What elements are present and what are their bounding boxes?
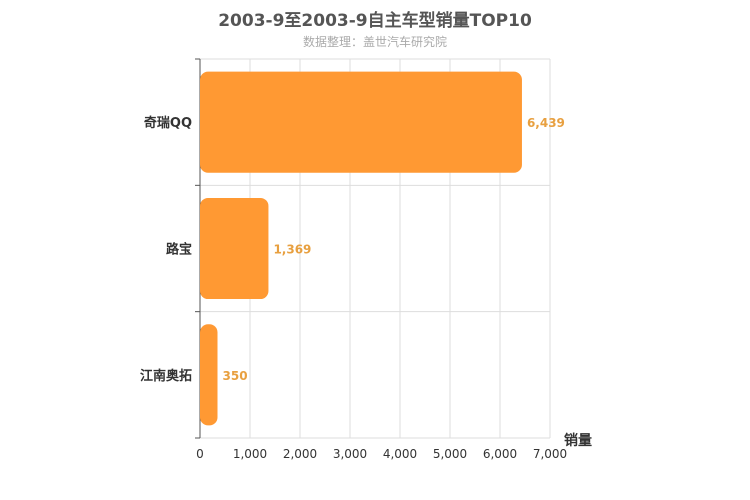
x-tick-label: 1,000 <box>233 447 267 461</box>
x-tick-label: 0 <box>196 447 204 461</box>
x-axis-label: 销量 <box>564 433 592 449</box>
category-label: 江南奥拓 <box>140 368 192 384</box>
chart-title: 2003-9至2003-9自主车型销量TOP10 <box>218 11 532 31</box>
bar <box>200 71 522 173</box>
x-tick-label: 4,000 <box>383 447 417 461</box>
bar <box>200 324 218 426</box>
value-label: 350 <box>223 369 248 383</box>
x-tick-label: 2,000 <box>283 447 317 461</box>
value-label: 6,439 <box>527 116 565 130</box>
category-label: 奇瑞QQ <box>144 115 192 131</box>
value-label: 1,369 <box>273 243 311 257</box>
x-tick-label: 6,000 <box>483 447 517 461</box>
x-tick-label: 7,000 <box>533 447 567 461</box>
x-tick-label: 5,000 <box>433 447 467 461</box>
category-label: 路宝 <box>166 242 192 258</box>
bar <box>200 197 269 300</box>
x-tick-label: 3,000 <box>333 447 367 461</box>
chart-subtitle: 数据整理：盖世汽车研究院 <box>302 35 447 49</box>
